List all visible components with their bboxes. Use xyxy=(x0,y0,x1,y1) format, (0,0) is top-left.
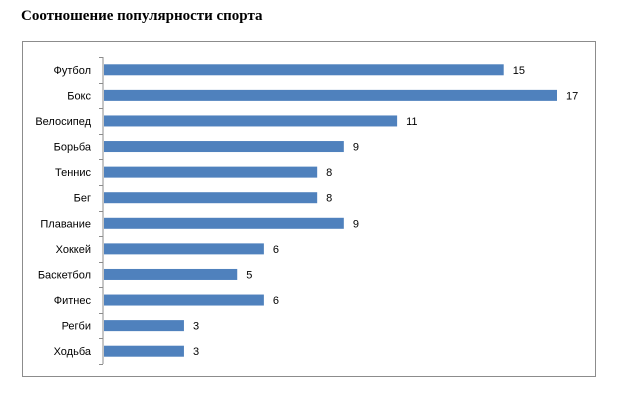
category-label: Ходьба xyxy=(54,346,92,358)
bar xyxy=(104,192,318,204)
bar xyxy=(104,345,184,357)
bar xyxy=(104,64,504,76)
category-label: Регби xyxy=(62,321,91,333)
value-label: 3 xyxy=(193,321,199,333)
bar xyxy=(104,268,238,280)
value-label: 8 xyxy=(326,167,332,179)
labels: Футбол 15 Бокс 17 Велосипед 11 Борьба 9 Теннис 8 Б… xyxy=(35,65,578,358)
category-label: Борьба xyxy=(54,142,92,154)
bars xyxy=(104,64,557,357)
value-label: 9 xyxy=(353,142,359,154)
value-label: 11 xyxy=(406,116,417,128)
category-label: Баскетбол xyxy=(38,269,91,281)
bar xyxy=(104,294,264,306)
category-label: Футбол xyxy=(54,65,92,77)
category-label: Фитнес xyxy=(54,295,92,307)
bar xyxy=(104,243,264,255)
category-axis xyxy=(99,57,104,365)
category-label: Плавание xyxy=(40,218,91,230)
category-label: Бокс xyxy=(67,90,91,102)
category-label: Бег xyxy=(74,193,91,205)
category-label: Велосипед xyxy=(35,116,91,128)
chart-title: Соотношение популярности спорта xyxy=(21,8,263,24)
bar xyxy=(104,217,344,229)
value-label: 6 xyxy=(273,295,279,307)
bar xyxy=(104,141,344,153)
bar xyxy=(104,166,318,178)
value-label: 9 xyxy=(353,218,359,230)
value-label: 15 xyxy=(513,65,525,77)
bar xyxy=(104,320,184,332)
category-label: Хоккей xyxy=(56,244,91,256)
value-label: 17 xyxy=(566,90,578,102)
bar xyxy=(104,89,557,101)
bar xyxy=(104,115,398,127)
value-label: 5 xyxy=(246,269,252,281)
value-label: 6 xyxy=(273,244,279,256)
category-label: Теннис xyxy=(55,167,92,179)
value-label: 8 xyxy=(326,193,332,205)
value-label: 3 xyxy=(193,346,199,358)
